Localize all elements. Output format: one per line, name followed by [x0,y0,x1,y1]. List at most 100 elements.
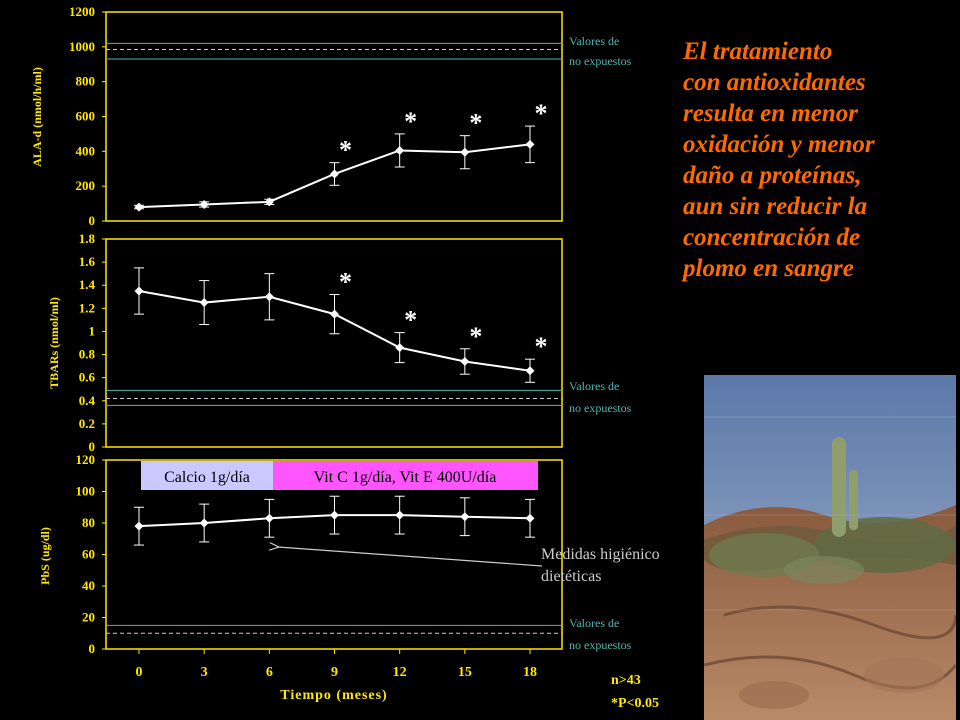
tbars-data-point [134,286,144,296]
tbars-ytick-label: 1.4 [79,277,96,292]
ala-d-ytick-label: 1000 [69,39,95,54]
tbars-frame [105,238,563,448]
reference-note-2-line1: Valores de [569,379,619,393]
pbs-error-bars [134,495,535,546]
tbars-significance-star: * [535,332,548,361]
calcium-label: Calcio 1g/día [164,469,250,486]
pbs-xtick-label: 9 [331,665,338,680]
tbars-data-point [460,356,470,366]
reference-note-1: Valores de no expuestos [569,34,632,68]
ala-d-error-bars [134,125,535,210]
tbars-data-point [395,343,405,353]
ala-d-significance: * * * * [339,99,548,165]
reference-note-3: Valores de no expuestos [569,616,632,652]
pbs-xtick-label: 12 [393,665,407,680]
tbars-ytick-label: 1.2 [79,300,95,315]
ala-d-data-point [395,145,405,155]
ala-d-data-point [199,199,209,209]
pbs-data-point [330,510,339,520]
ala-d-ytick-label: 800 [76,74,96,89]
tbars-ytick-label: 0.4 [79,393,96,408]
x-axis-label: Tiempo (meses) [280,688,387,703]
tbars-ytick-label: 1.6 [79,254,96,269]
pbs-points [134,510,535,531]
ala-d-data-point [460,147,470,157]
tbars-ytick-label: 1.8 [79,231,96,246]
pbs-ytick-label: 0 [89,641,96,656]
pbs-tick-labels: 0 20 40 60 80 100 120 [76,452,106,656]
pbs-data-point [460,512,470,522]
ala-d-ytick-label: 400 [76,143,96,158]
tbars-data-point [330,309,339,319]
vitamin-label: Vit C 1g/día, Vit E 400U/día [314,469,497,486]
tbars-data-point [525,366,535,376]
tbars-ytick-label: 0.2 [79,416,95,431]
tbars-significance-star: * [404,306,417,335]
ala-d-reference-lines [106,42,562,60]
pbs-data-point [395,510,405,520]
ala-d-points [134,139,535,212]
tbars-ytick-label: 0 [89,439,96,454]
ala-d-data-point [330,169,339,179]
pbs-x-tick-labels: 0 3 6 9 12 15 18 [136,649,537,680]
tbars-tick-labels: 0 0.2 0.4 0.6 0.8 1 1.2 1.4 1.6 1.8 [79,231,106,454]
ala-d-tick-labels: 0 200 400 600 800 1000 1200 [69,4,106,228]
tbars-significance-star: * [339,267,352,296]
p-value-note: *P<0.05 [611,696,659,711]
pbs-reference-lines [106,624,562,634]
calcium-box [141,461,273,490]
tbars-panel: TBARs (nmol/ml) 0 0.2 0.4 0.6 0.8 1 1.2 1.4 1.6 1… [47,231,563,454]
reference-note-3-line1: Valores de [569,616,619,630]
pbs-ytick-label: 100 [76,484,96,499]
pbs-data-point [525,513,535,523]
pbs-ytick-label: 40 [82,578,95,593]
reference-note-1-line1: Valores de [569,34,619,48]
reference-note-2-line2: no expuestos [569,401,632,415]
ala-d-ytick-label: 600 [76,109,96,124]
pbs-data-point [264,513,274,523]
pbs-ytick-label: 80 [82,515,95,530]
pbs-data-point [199,518,209,528]
ala-d-data-point [134,202,144,212]
hygiene-note-line2: dietéticas [541,568,601,585]
tbars-data-point [199,298,209,308]
ala-d-panel: ALA-d (nmol/h/ml) 020040060080010001200 … [30,4,563,228]
sample-size-note: n>43 [611,673,641,688]
ala-d-significance-star: * [535,99,548,128]
ala-d-ytick-label: 200 [76,178,96,193]
ala-d-significance-star: * [404,107,417,136]
tbars-ytick-label: 0.8 [79,347,96,362]
tbars-significance-star: * [469,322,482,351]
ala-d-data-point [264,197,274,207]
hygiene-note-line1: Medidas higiénico [541,546,660,563]
pbs-xtick-label: 18 [523,665,537,680]
pbs-xtick-label: 15 [458,665,472,680]
headline-text: El tratamiento con antioxidantes resulta… [683,38,875,282]
pbs-xtick-label: 6 [266,665,273,680]
pbs-ytick-label: 60 [82,547,95,562]
pbs-xtick-label: 3 [201,665,208,680]
tbars-axis-label: TBARs (nmol/ml) [47,297,61,389]
pbs-ytick-label: 120 [76,452,96,467]
tbars-points [134,286,535,376]
reference-note-2: Valores de no expuestos [569,379,632,415]
reference-note-1-line2: no expuestos [569,54,632,68]
ala-d-ytick-label: 1200 [69,4,95,19]
reference-note-3-line2: no expuestos [569,638,632,652]
tbars-data-point [264,292,274,302]
tbars-reference-lines [106,389,562,406]
ala-d-axis-label: ALA-d (nmol/h/ml) [30,67,44,167]
desert-cactus-photo [704,375,956,720]
ala-d-data-point [525,139,535,149]
pbs-axis-label: PbS (ug/dl) [38,527,52,585]
tbars-ytick-label: 0.6 [79,370,96,385]
tbars-significance: * * * * [339,267,548,361]
pbs-xtick-label: 0 [136,665,143,680]
pbs-data-point [134,521,144,531]
ala-d-ytick-label: 0 [89,213,96,228]
ala-d-significance-star: * [469,109,482,138]
vitamin-box [273,461,538,490]
ala-d-significance-star: * [339,136,352,165]
hygiene-arrow [278,547,543,567]
